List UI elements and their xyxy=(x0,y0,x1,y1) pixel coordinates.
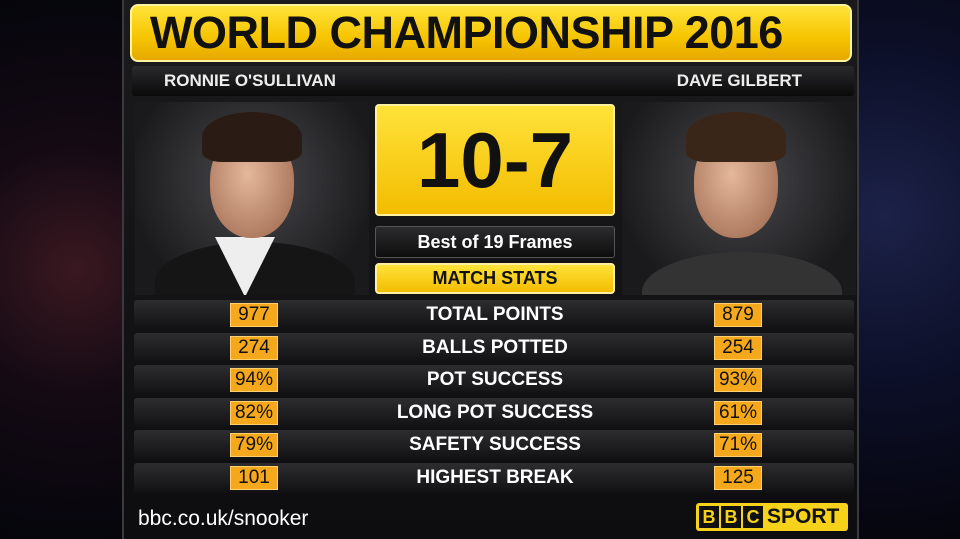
player-left-photo xyxy=(135,102,369,295)
stat-label: POT SUCCESS xyxy=(426,369,564,390)
stat-row-pot-success: 94% POT SUCCESS 93% xyxy=(134,365,854,395)
player-names-bar: RONNIE O'SULLIVAN DAVE GILBERT xyxy=(132,66,854,96)
stat-label: SAFETY SUCCESS xyxy=(409,434,581,455)
stat-right-value: 71% xyxy=(714,433,762,457)
crowd-background-left xyxy=(0,0,125,539)
stat-label: BALLS POTTED xyxy=(422,337,568,358)
stat-right-value: 879 xyxy=(714,303,762,327)
match-stats-graphic: WORLD CHAMPIONSHIP 2016 RONNIE O'SULLIVA… xyxy=(122,0,859,539)
website-url: bbc.co.uk/snooker xyxy=(138,507,309,530)
stat-right-value: 93% xyxy=(714,368,762,392)
title-banner: WORLD CHAMPIONSHIP 2016 xyxy=(130,4,852,62)
stat-left-value: 82% xyxy=(230,401,278,425)
player-right-photo xyxy=(622,102,856,295)
player-left-name: RONNIE O'SULLIVAN xyxy=(164,71,336,90)
stat-right-value: 61% xyxy=(714,401,762,425)
stat-left-value: 977 xyxy=(230,303,278,327)
stat-row-balls-potted: 274 BALLS POTTED 254 xyxy=(134,333,854,363)
stat-row-long-pot-success: 82% LONG POT SUCCESS 61% xyxy=(134,398,854,428)
player-right-name: DAVE GILBERT xyxy=(676,71,802,90)
stat-label: LONG POT SUCCESS xyxy=(396,402,594,423)
match-stats-header: MATCH STATS xyxy=(375,263,615,294)
bbc-sport-logo: B B C SPORT xyxy=(696,503,848,531)
stat-left-value: 94% xyxy=(230,368,278,392)
stat-right-value: 125 xyxy=(714,466,762,490)
stat-left-value: 274 xyxy=(230,336,278,360)
stat-left-value: 101 xyxy=(230,466,278,490)
stat-label: HIGHEST BREAK xyxy=(416,467,574,488)
stat-label: TOTAL POINTS xyxy=(426,304,564,325)
stat-row-highest-break: 101 HIGHEST BREAK 125 xyxy=(134,463,854,493)
stat-row-safety-success: 79% SAFETY SUCCESS 71% xyxy=(134,430,854,460)
stat-right-value: 254 xyxy=(714,336,762,360)
stat-left-value: 79% xyxy=(230,433,278,457)
score-display: 10-7 xyxy=(375,104,615,216)
match-format: Best of 19 Frames xyxy=(375,226,615,258)
stat-row-total-points: 977 TOTAL POINTS 879 xyxy=(134,300,854,330)
